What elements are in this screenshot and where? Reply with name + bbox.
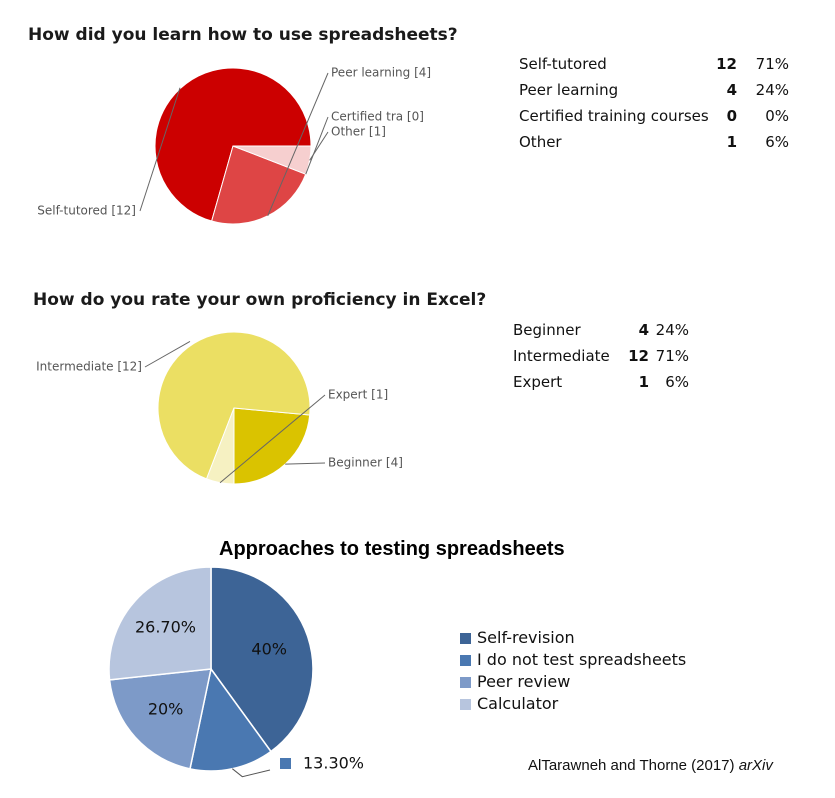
chart3-legend-swatch <box>460 655 471 666</box>
chart3-legend-label: Self-revision <box>477 628 575 647</box>
chart2-stats-label: Intermediate <box>513 347 610 365</box>
chart3-legend-item: Calculator <box>460 694 686 716</box>
chart2-title: How do you rate your own proficiency in … <box>33 290 487 310</box>
chart2-pie: Beginner [4] Intermediate [12] Expert [1] <box>36 331 403 485</box>
chart1-stats-table: Self-tutored 12 71% Peer learning 4 24% Certif… <box>519 55 799 159</box>
chart2-stats-count: 12 <box>628 347 649 365</box>
chart3-leader-line <box>231 768 271 778</box>
chart3-data-label-peer-review: 20% <box>148 700 184 719</box>
chart3-legend-item: Self-revision <box>460 628 686 650</box>
chart1-stats-label: Certified training courses <box>519 107 709 125</box>
chart3-data-label-marker <box>280 758 291 769</box>
chart2-stats-percent: 24% <box>655 321 689 339</box>
chart1-callout-other: Other [1] <box>331 125 386 139</box>
chart3-legend-item: Peer review <box>460 672 686 694</box>
chart1-stats-percent: 0% <box>765 107 789 125</box>
chart3-legend-item: I do not test spreadsheets <box>460 650 686 672</box>
chart1-callout-self-tutored-leader <box>139 87 181 212</box>
chart3-legend: Self-revision I do not test spreadsheets P… <box>460 628 686 716</box>
chart2-callout-beginner-leader <box>285 462 326 465</box>
chart3-data-label-self-revision: 40% <box>251 640 287 659</box>
chart1-stats-row: Self-tutored 12 71% <box>519 55 799 81</box>
chart1-pie: Self-tutored [12] Peer learning [4] Certif… <box>37 66 431 225</box>
chart1-stats-percent: 6% <box>765 133 789 151</box>
chart1-stats-percent: 24% <box>755 81 789 99</box>
chart1-stats-label: Other <box>519 133 562 151</box>
chart1-slice-self-tutored <box>154 67 312 222</box>
chart2-callout-expert: Expert [1] <box>328 388 388 402</box>
chart2-slice-intermediate <box>157 331 311 480</box>
chart1-callout-peer-learning: Peer learning [4] <box>331 66 431 80</box>
chart3-slice-self-revision <box>210 566 314 753</box>
chart3-legend-label: I do not test spreadsheets <box>477 650 687 669</box>
credit-text: AlTarawneh and Thorne (2017) <box>528 757 739 774</box>
chart1-stats-count: 4 <box>726 81 737 99</box>
chart3-data-label-i-do-not-test-spreadsheets: 13.30% <box>303 754 364 773</box>
chart3-legend-swatch <box>460 699 471 710</box>
chart3-pie: 40% 20% 26.70% 13.30% <box>108 566 364 778</box>
chart3-slice-peer-review <box>108 668 212 770</box>
credit-source: arXiv <box>738 757 773 774</box>
chart3-data-label-calculator: 26.70% <box>135 618 196 637</box>
chart2-stats-row: Expert 1 6% <box>513 373 713 399</box>
chart2-stats-row: Beginner 4 24% <box>513 321 713 347</box>
chart1-stats-count: 1 <box>726 133 737 151</box>
chart1-stats-label: Peer learning <box>519 81 619 99</box>
chart1-title: How did you learn how to use spreadsheet… <box>28 25 458 45</box>
chart1-callout-peer-learning-leader <box>267 72 329 217</box>
chart3-slice-i-do-not-test-spreadsheets <box>189 667 272 772</box>
chart3-slice-calculator <box>108 566 212 681</box>
chart2-stats-row: Intermediate 12 71% <box>513 347 713 373</box>
chart3-legend-swatch <box>460 677 471 688</box>
chart2-slice-beginner <box>233 407 311 485</box>
chart2-stats-count: 4 <box>638 321 649 339</box>
chart2-stats-label: Beginner <box>513 321 581 339</box>
chart3-legend-label: Calculator <box>477 694 559 713</box>
chart2-stats-count: 1 <box>638 373 649 391</box>
chart1-stats-row: Other 1 6% <box>519 133 799 159</box>
chart2-callout-expert-leader <box>219 394 326 484</box>
chart2-stats-percent: 6% <box>665 373 689 391</box>
chart1-stats-row: Certified training courses 0 0% <box>519 107 799 133</box>
credit: AlTarawneh and Thorne (2017) arXiv <box>528 757 773 774</box>
chart2-stats-table: Beginner 4 24% Intermediate 12 71% Expert 1 6% <box>513 321 713 399</box>
chart2-callout-beginner: Beginner [4] <box>328 456 403 470</box>
chart1-stats-percent: 71% <box>755 55 789 73</box>
chart3-legend-label: Peer review <box>477 672 571 691</box>
chart2-stats-label: Expert <box>513 373 563 391</box>
chart3-title: Approaches to testing spreadsheets <box>219 538 565 560</box>
chart1-stats-label: Self-tutored <box>519 55 607 73</box>
chart1-callout-other-leader <box>309 131 329 161</box>
chart3-legend-swatch <box>460 633 471 644</box>
chart2-stats-percent: 71% <box>655 347 689 365</box>
chart1-callout-self-tutored: Self-tutored [12] <box>37 204 136 218</box>
chart2-callout-intermediate-leader <box>144 340 191 368</box>
chart1-stats-count: 0 <box>726 107 737 125</box>
chart2-callout-intermediate: Intermediate [12] <box>36 360 142 374</box>
chart1-callout-certified-leader <box>305 116 329 175</box>
chart1-callout-certified: Certified tra [0] <box>331 110 424 124</box>
chart1-stats-count: 12 <box>716 55 737 73</box>
chart1-stats-row: Peer learning 4 24% <box>519 81 799 107</box>
